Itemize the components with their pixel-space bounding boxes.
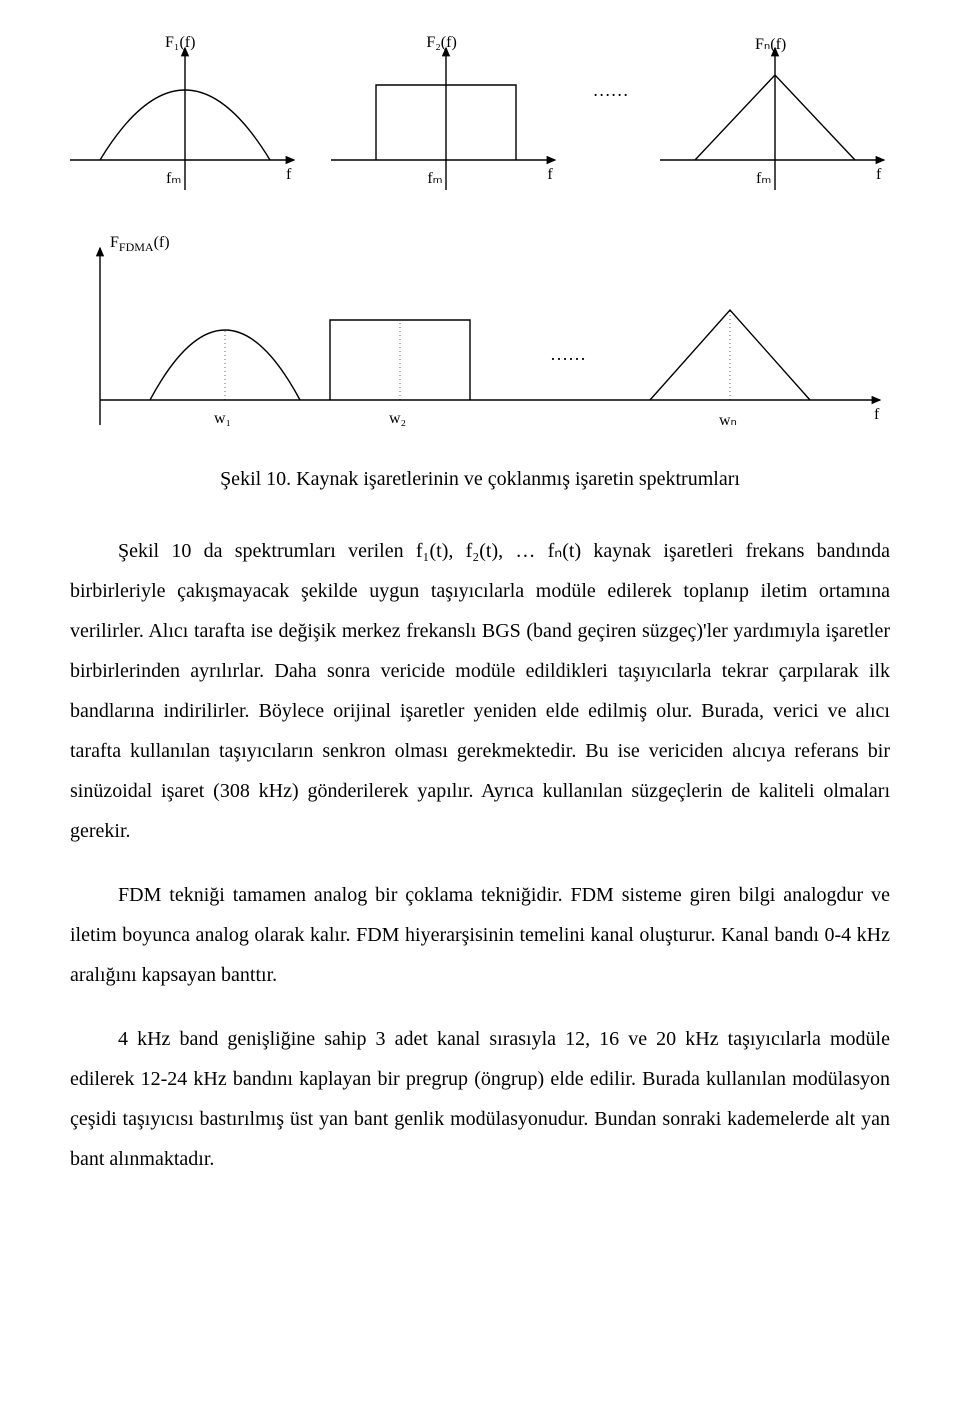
svg-text:……: …… [550, 344, 586, 364]
spectrum-panels-row: F₁(f) fₘ f F₂(f) fₘ f …… [70, 40, 890, 210]
fdma-spectrum-svg: …… [70, 240, 890, 430]
xaxis-center-label: fₘ [756, 168, 771, 188]
xaxis-right-label: f [286, 166, 291, 184]
fdma-xaxis-right: f [874, 406, 879, 424]
axis-title: F₁(f) [165, 34, 195, 52]
paragraph-1: Şekil 10 da spektrumları verilen f₁(t), … [70, 531, 890, 851]
xaxis-center-label: fₘ [427, 168, 442, 188]
paragraph-2: FDM tekniği tamamen analog bir çoklama t… [70, 875, 890, 995]
spectrum-svg-1 [70, 40, 300, 190]
spectrum-svg-n [660, 40, 890, 190]
fdma-spectrum-panel: FFDMA(f) …… w₁ w₂ wₙ f [70, 240, 890, 460]
w1-label: w₁ [214, 410, 231, 428]
fdma-ylabel: FFDMA(f) [110, 234, 170, 255]
ellipsis-top: …… [593, 80, 629, 171]
axis-title: F₂(f) [426, 34, 456, 52]
paragraph-3: 4 kHz band genişliğine sahip 3 adet kana… [70, 1019, 890, 1179]
figure-caption: Şekil 10. Kaynak işaretlerinin ve çoklan… [70, 468, 890, 491]
spectrum-panel-n: Fₙ(f) fₘ f [660, 40, 890, 210]
axis-title: Fₙ(f) [755, 34, 786, 54]
xaxis-right-label: f [876, 166, 881, 184]
wn-label: wₙ [719, 410, 737, 430]
xaxis-center-label: fₘ [166, 168, 181, 188]
xaxis-right-label: f [547, 166, 552, 184]
spectrum-panel-1: F₁(f) fₘ f [70, 40, 300, 210]
w2-label: w₂ [389, 410, 406, 428]
spectrum-panel-2: F₂(f) fₘ f [331, 40, 561, 210]
spectrum-svg-2 [331, 40, 561, 190]
